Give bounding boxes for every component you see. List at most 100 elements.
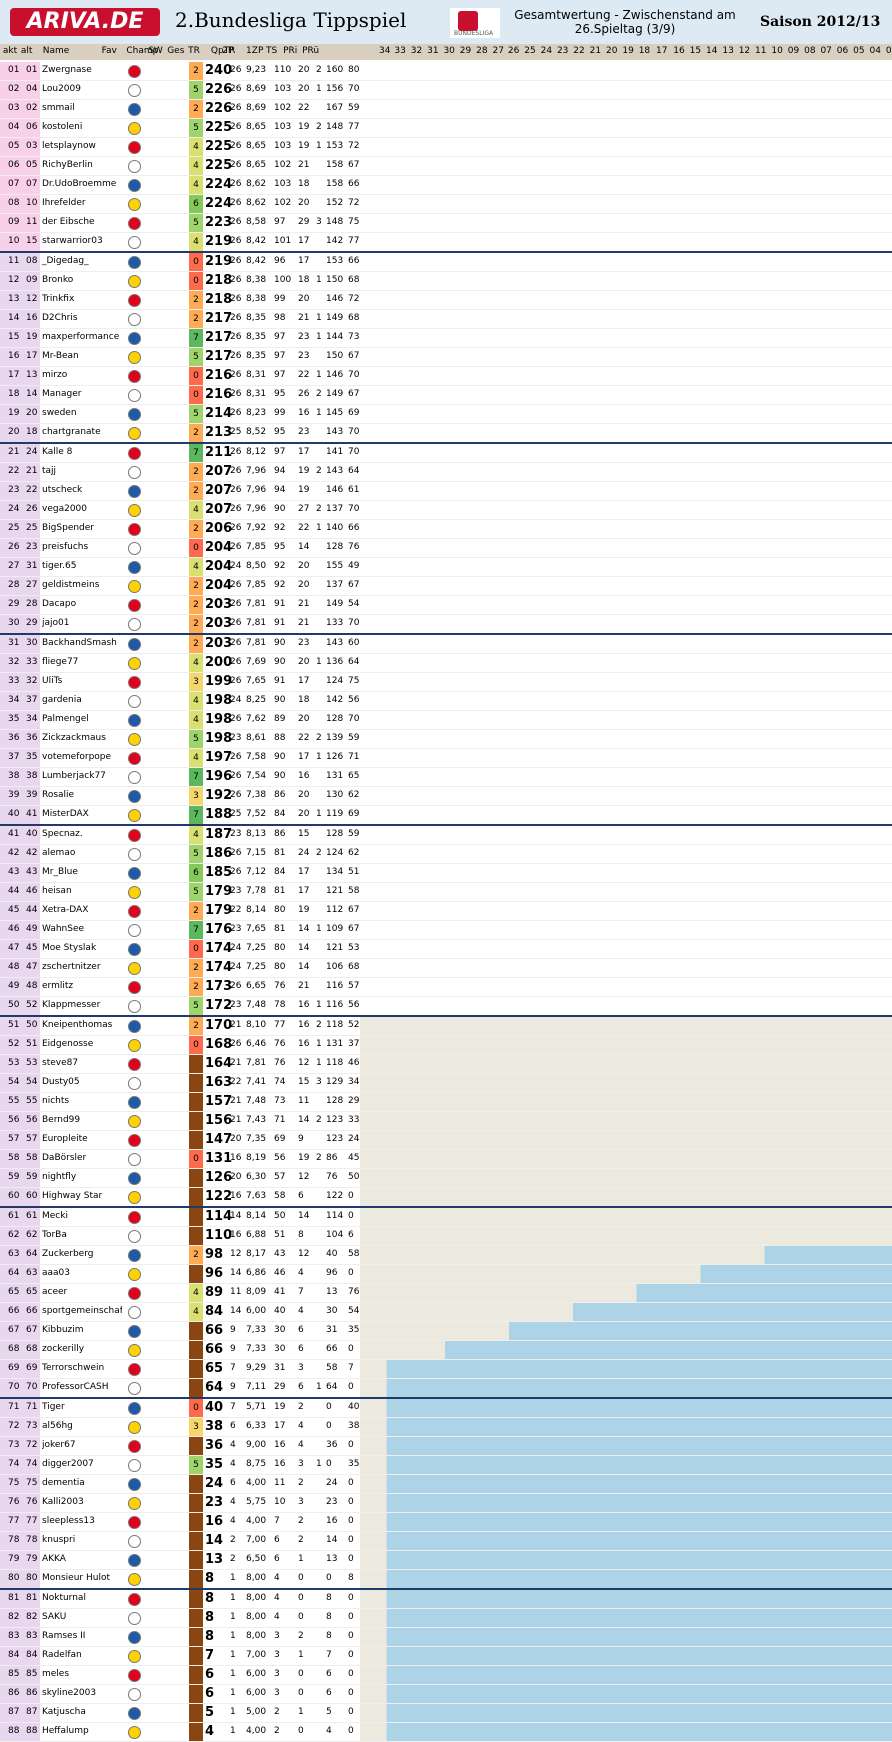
table-row[interactable]: 33 32 UliTs 3 199 26 7,65 91 17 124 75 [0,673,892,692]
table-row[interactable]: 09 11 der Eibsche 5 223 26 8,58 97 29 3 148 75 [0,214,892,233]
table-row[interactable]: 68 68 zockerilly -66 9 7,33 30 6 66 0 [0,1341,892,1360]
column-header-29[interactable]: 19 [622,46,634,56]
column-header-6[interactable]: Ges [167,46,185,56]
table-row[interactable]: 19 20 sweden 5 214 26 8,23 99 16 1 145 69 [0,405,892,424]
table-row[interactable]: 21 24 Kalle 8 7 211 26 8,12 97 17 141 70 [0,444,892,463]
table-row[interactable]: 88 88 Heffalump -4 1 4,00 2 0 4 0 [0,1723,892,1742]
table-row[interactable]: 26 23 preisfuchs 0 204 26 7,85 95 14 128 76 [0,539,892,558]
table-row[interactable]: 72 73 al56hg 3 38 6 6,33 17 4 0 38 [0,1418,892,1437]
table-row[interactable]: 12 09 Bronko 0 218 26 8,38 100 18 1 150 68 [0,272,892,291]
table-row[interactable]: 64 63 aaa03-96 14 6,86 46 4 96 0 [0,1265,892,1284]
table-row[interactable]: 13 12 Trinkfix 2 218 26 8,38 99 20 146 72 [0,291,892,310]
table-row[interactable]: 17 13 mirzo 0 216 26 8,31 97 22 1 146 70 [0,367,892,386]
table-row[interactable]: 01 01 Zwergnase 2 240 26 9,23 110 20 2 160 80 [0,62,892,81]
table-row[interactable]: 30 29 jajo01 2 203 26 7,81 91 21 133 70 [0,615,892,635]
table-row[interactable]: 05 03 letsplaynow 4 225 26 8,65 103 19 1 153 72 [0,138,892,157]
table-row[interactable]: 16 17 Mr-Bean 5 217 26 8,35 97 23 150 67 [0,348,892,367]
column-header-19[interactable]: 29 [459,46,472,56]
table-row[interactable]: 44 46 heisan 5 179 23 7,78 81 17 121 58 [0,883,892,902]
table-row[interactable]: 76 76 Kalli2003-23 4 5,75 10 3 23 0 [0,1494,892,1513]
column-header-27[interactable]: 21 [589,46,602,56]
table-row[interactable]: 08 10 Ihrefelder 6 224 26 8,62 102 20 152 72 [0,195,892,214]
table-row[interactable]: 32 33 fliege77 4 200 26 7,69 90 20 1 136 64 [0,654,892,673]
column-header-24[interactable]: 24 [540,46,553,56]
column-header-2[interactable]: Name [42,46,70,56]
column-header-8[interactable]: QpTR [210,46,236,56]
column-header-35[interactable]: 13 [722,46,734,56]
column-header-43[interactable]: 05 [853,46,865,56]
column-header-37[interactable]: 11 [755,46,767,56]
table-row[interactable]: 54 54 Dusty05 -163 22 7,41 74 15 3 129 34 [0,1074,892,1093]
column-header-23[interactable]: 25 [524,46,536,56]
table-row[interactable]: 82 82 SAKU -8 1 8,00 4 0 8 0 [0,1609,892,1628]
table-row[interactable]: 60 60 Highway Star -122 16 7,63 58 6 122 0 [0,1188,892,1208]
column-header-41[interactable]: 07 [820,46,832,56]
table-row[interactable]: 55 55 nichts -157 21 7,48 73 11 128 29 [0,1093,892,1112]
table-row[interactable]: 86 86 skyline2003-6 1 6,00 3 0 6 0 [0,1685,892,1704]
column-header-1[interactable]: alt [20,46,33,56]
column-header-9[interactable]: 2P [222,46,234,56]
table-row[interactable]: 22 21 tajj 2 207 26 7,96 94 19 2 143 64 [0,463,892,482]
table-row[interactable]: 84 84 Radelfan -7 1 7,00 3 1 7 0 [0,1647,892,1666]
column-header-21[interactable]: 27 [492,46,504,56]
column-header-39[interactable]: 09 [787,46,800,56]
column-header-17[interactable]: 31 [427,46,439,56]
column-header-32[interactable]: 16 [673,46,685,56]
column-header-3[interactable]: Fav [101,46,117,56]
table-row[interactable]: 51 50 Kneipenthomas 2 170 21 8,10 77 16 2 118 52 [0,1017,892,1036]
table-row[interactable]: 40 41 MisterDAX 7 188 25 7,52 84 20 1 119 69 [0,806,892,826]
table-row[interactable]: 47 45 Moe Styslak 0 174 24 7,25 80 14 121 53 [0,940,892,959]
table-row[interactable]: 62 62 TorBa -110 16 6,88 51 8 104 6 [0,1227,892,1246]
table-row[interactable]: 31 30 BackhandSmash 2 203 26 7,81 90 23 143 60 [0,635,892,654]
table-row[interactable]: 46 49 WahnSee 7 176 23 7,65 81 14 1 109 67 [0,921,892,940]
column-header-10[interactable]: 1ZP [246,46,264,56]
column-header-5[interactable]: SW [148,46,163,56]
table-row[interactable]: 67 67 Kibbuzim -66 9 7,33 30 6 31 35 [0,1322,892,1341]
column-header-44[interactable]: 04 [869,46,881,56]
table-row[interactable]: 80 80 Monsieur Hulot -8 1 8,00 4 0 0 8 [0,1570,892,1590]
column-header-28[interactable]: 20 [606,46,618,56]
table-row[interactable]: 07 07 Dr.UdoBroemme 4 224 26 8,62 103 18 158 66 [0,176,892,195]
column-header-36[interactable]: 12 [738,46,751,56]
table-row[interactable]: 53 53 steve87 -164 21 7,81 76 12 1 118 46 [0,1055,892,1074]
table-row[interactable]: 34 37 gardenia 4 198 24 8,25 90 18 142 56 [0,692,892,711]
table-row[interactable]: 43 43 Mr_Blue 6 185 26 7,12 84 17 134 51 [0,864,892,883]
table-row[interactable]: 59 59 nightfly -126 20 6,30 57 12 76 50 [0,1169,892,1188]
column-header-7[interactable]: TR [188,46,200,56]
column-header-30[interactable]: 18 [638,46,651,56]
column-header-34[interactable]: 14 [706,46,718,56]
column-header-22[interactable]: 26 [507,46,520,56]
table-row[interactable]: 74 74 digger2007 5 35 4 8,75 16 3 1 0 35 [0,1456,892,1475]
column-header-25[interactable]: 23 [556,46,569,56]
table-row[interactable]: 58 58 DaBörsler 0 131 16 8,19 56 19 2 86 45 [0,1150,892,1169]
table-row[interactable]: 28 27 geldistmeins 2 204 26 7,85 92 20 137 67 [0,577,892,596]
column-header-42[interactable]: 06 [836,46,849,56]
table-row[interactable]: 27 31 tiger.65 4 204 24 8,50 92 20 155 49 [0,558,892,577]
table-row[interactable]: 02 04 Lou2009 5 226 26 8,69 103 20 1 156 70 [0,81,892,100]
table-row[interactable]: 37 35 votemeforpope 4 197 26 7,58 90 17 1 126 71 [0,749,892,768]
table-row[interactable]: 73 72 joker67-36 4 9,00 16 4 36 0 [0,1437,892,1456]
table-row[interactable]: 71 71 Tiger 0 40 7 5,71 19 2 0 40 [0,1399,892,1418]
table-row[interactable]: 48 47 zschertnitzer 2 174 24 7,25 80 14 106 68 [0,959,892,978]
table-row[interactable]: 78 78 knuspri -14 2 7,00 6 2 14 0 [0,1532,892,1551]
table-row[interactable]: 77 77 sleepless13-16 4 4,00 7 2 16 0 [0,1513,892,1532]
table-row[interactable]: 41 40 Specnaz. 4 187 23 8,13 86 15 128 59 [0,826,892,845]
table-row[interactable]: 81 81 Nokturnal -8 1 8,00 4 0 8 0 [0,1590,892,1609]
table-row[interactable]: 85 85 meles -6 1 6,00 3 0 6 0 [0,1666,892,1685]
table-row[interactable]: 75 75 dementia -24 6 4,00 11 2 24 0 [0,1475,892,1494]
column-header-13[interactable]: PRü [302,46,320,56]
table-row[interactable]: 03 02 smmail 2 226 26 8,69 102 22 167 59 [0,100,892,119]
table-row[interactable]: 36 36 Zickzackmaus 5 198 23 8,61 88 22 2 139 59 [0,730,892,749]
table-row[interactable]: 45 44 Xetra-DAX 2 179 22 8,14 80 19 112 67 [0,902,892,921]
table-row[interactable]: 38 38 Lumberjack77 7 196 26 7,54 90 16 131 65 [0,768,892,787]
table-row[interactable]: 42 42 alemao 5 186 26 7,15 81 24 2 124 62 [0,845,892,864]
column-header-31[interactable]: 17 [656,46,668,56]
column-header-40[interactable]: 08 [804,46,816,56]
table-row[interactable]: 15 19 maxperformance 7 217 26 8,35 97 23 1 144 73 [0,329,892,348]
table-row[interactable]: 18 14 Manager 0 216 26 8,31 95 26 2 149 67 [0,386,892,405]
table-row[interactable]: 49 48 ermlitz 2 173 26 6,65 76 21 116 57 [0,978,892,997]
table-row[interactable]: 79 79 AKKA -13 2 6,50 6 1 13 0 [0,1551,892,1570]
table-row[interactable]: 83 83 Ramses II -8 1 8,00 3 2 8 0 [0,1628,892,1647]
ariva-logo[interactable]: ARIVA.DE [10,8,160,36]
